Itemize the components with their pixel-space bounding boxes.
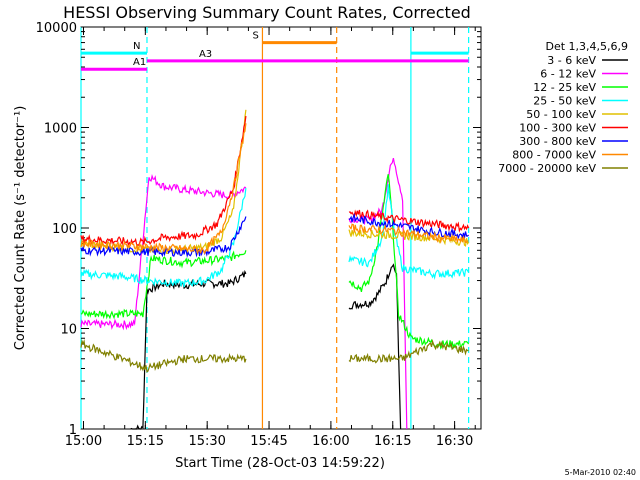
series-line-6-b [348, 212, 470, 241]
x-tick-label-3: 15:45 [250, 434, 287, 449]
annotation-label-2: A1 [133, 57, 146, 68]
series-line-5-b [348, 209, 470, 233]
y-tick-label-4: 10000 [36, 21, 77, 36]
timestamp: 5-Mar-2010 02:40 [565, 468, 636, 477]
series-line-7-b [348, 223, 469, 244]
x-tick-label-0: 15:00 [65, 434, 102, 449]
series-line-3-a [80, 187, 247, 288]
y-tick-label-1: 10 [60, 323, 77, 338]
legend-label-0: 3 - 6 keV [547, 54, 596, 67]
series-line-4-b [348, 229, 470, 247]
series-line-3-b [348, 184, 470, 280]
series-line-1-a [80, 174, 247, 331]
series-line-2-b [348, 174, 470, 350]
series-line-0-b [348, 263, 402, 430]
legend-label-6: 300 - 800 keV [519, 135, 596, 148]
legend-title: Det 1,3,4,5,6,9 [545, 40, 628, 53]
legend-label-2: 12 - 25 keV [533, 81, 596, 94]
legend-label-4: 50 - 100 keV [526, 108, 596, 121]
y-tick-label-3: 1000 [44, 122, 77, 137]
annotation-label-4: S [252, 31, 258, 42]
legend-label-8: 7000 - 20000 keV [498, 162, 596, 175]
y-axis-label: Corrected Count Rate (s⁻¹ detector⁻¹) [13, 106, 28, 351]
x-tick-label-5: 16:15 [374, 434, 411, 449]
x-axis-label: Start Time (28-Oct-03 14:59:22) [175, 456, 385, 471]
legend-label-7: 800 - 7000 keV [512, 149, 596, 162]
plot-area: N A1 A3 S 1 10 100 1000 10000 15:00 15:15 15:30 15:4… [36, 21, 482, 449]
y-tick-label-0: 1 [69, 423, 77, 438]
x-tick-label-4: 16:00 [312, 434, 349, 449]
series-line-8-a [80, 338, 247, 373]
series-line-2-a [80, 250, 247, 320]
series-line-0-a [130, 269, 247, 430]
chart-title: HESSI Observing Summary Count Rates, Cor… [63, 3, 471, 22]
legend-label-5: 100 - 300 keV [519, 122, 596, 135]
x-tick-label-1: 15:15 [127, 434, 164, 449]
legend-label-1: 6 - 12 keV [540, 68, 596, 81]
legend-label-3: 25 - 50 keV [533, 95, 596, 108]
x-tick-label-2: 15:30 [188, 434, 225, 449]
y-tick-label-2: 100 [52, 222, 77, 237]
series-line-8-b [348, 338, 469, 364]
series-line-5-a [80, 115, 247, 247]
annotation-label-0: N [133, 41, 140, 52]
x-tick-label-6: 16:30 [436, 434, 473, 449]
annotation-label-3: A3 [199, 49, 212, 60]
series-line-7-a [80, 123, 247, 256]
